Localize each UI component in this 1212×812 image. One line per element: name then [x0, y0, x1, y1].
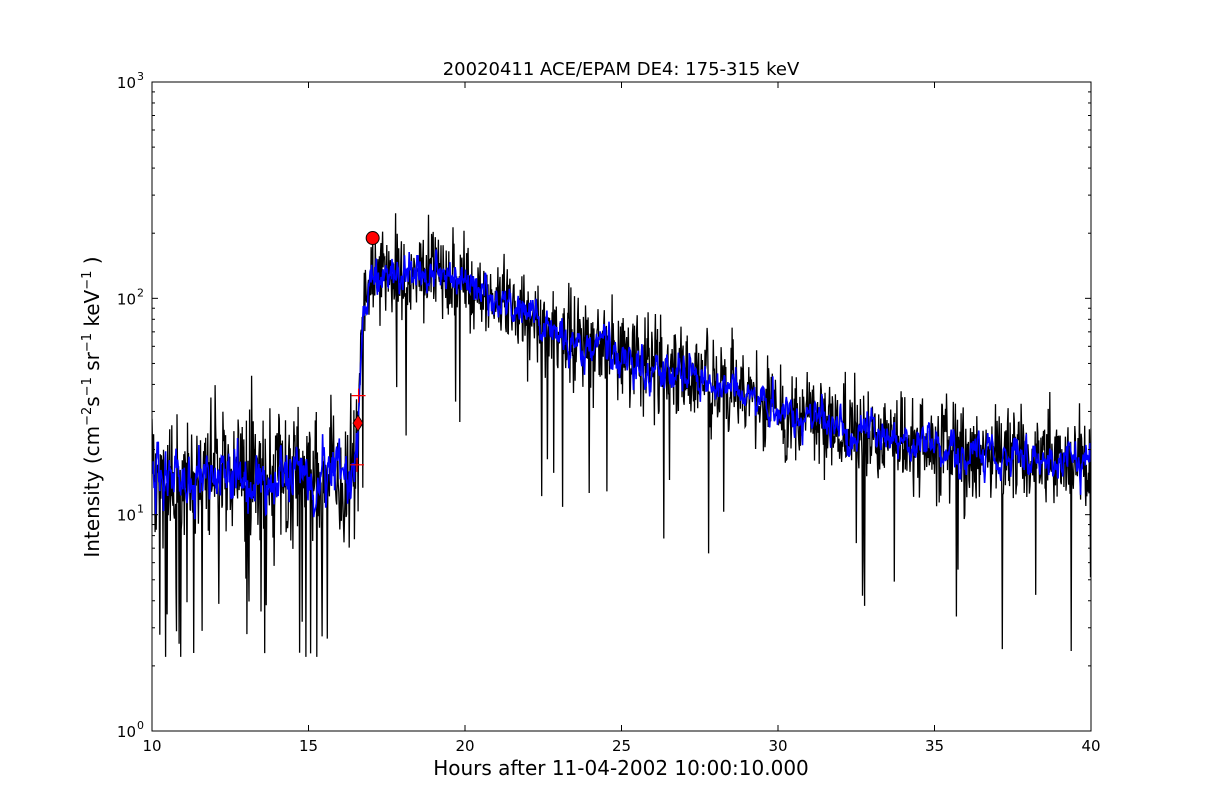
chart-title: 20020411 ACE/EPAM DE4: 175-315 keV	[443, 59, 800, 80]
x-tick-label-40: 40	[1081, 737, 1100, 755]
series-smoothed-line	[152, 249, 1091, 520]
x-tick-label-15: 15	[299, 737, 318, 755]
marker-plus-3	[350, 457, 365, 472]
x-tick-label-20: 20	[455, 737, 474, 755]
series-raw-line	[152, 213, 1091, 657]
y-axis-label: Intensity (cm−2s−1 sr−1 keV−1 )	[80, 256, 104, 557]
marker-plus-2	[351, 388, 366, 403]
y-tick-label-3: 10	[117, 74, 136, 92]
x-axis-label: Hours after 11-04-2002 10:00:10.000	[433, 756, 809, 780]
y-tick-label-2: 10	[117, 290, 136, 308]
y-tick-label-0: 10	[117, 723, 136, 741]
marker-peak	[365, 231, 380, 246]
marker-onset	[352, 414, 364, 432]
x-tick-label-25: 25	[612, 737, 631, 755]
y-tick-exponent-3: 3	[137, 70, 144, 83]
y-tick-label-1: 10	[117, 507, 136, 525]
x-tick-label-30: 30	[768, 737, 787, 755]
y-tick-exponent-0: 0	[137, 719, 144, 732]
x-tick-label-35: 35	[925, 737, 944, 755]
y-tick-exponent-1: 1	[137, 503, 144, 516]
x-tick-label-10: 10	[142, 737, 161, 755]
y-tick-exponent-2: 2	[137, 286, 144, 299]
